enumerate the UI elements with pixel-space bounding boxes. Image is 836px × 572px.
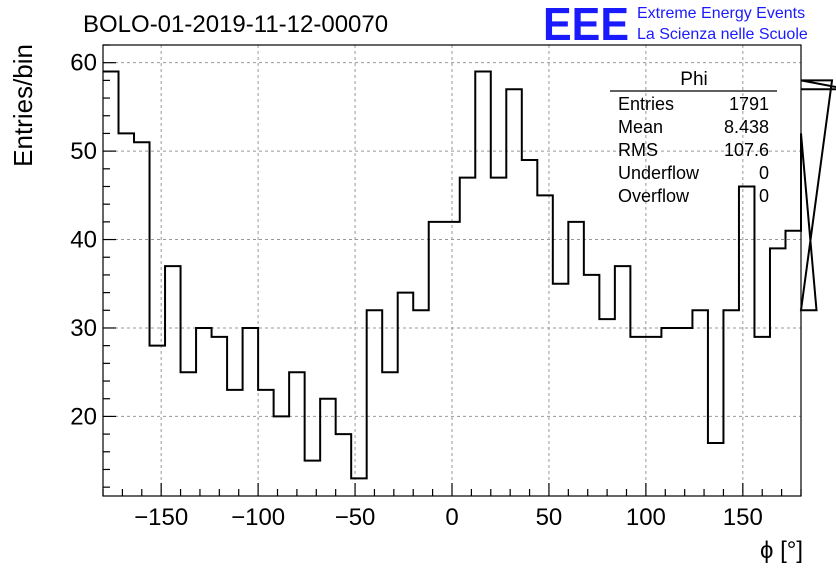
- histogram-bin: [491, 178, 507, 496]
- histogram-bin: [336, 434, 352, 496]
- eee-logo: EEE: [543, 0, 629, 50]
- stats-label: RMS: [618, 140, 658, 160]
- histogram-bin: [320, 399, 336, 496]
- histogram-bin: [274, 416, 290, 496]
- histogram-bin: [382, 372, 398, 496]
- y-tick-label: 20: [70, 403, 97, 430]
- histogram-bin: [475, 72, 491, 496]
- y-tick-label: 50: [70, 138, 97, 165]
- histogram-bin: [584, 275, 600, 496]
- stats-label: Entries: [618, 94, 674, 114]
- histogram-bin: [723, 310, 739, 496]
- grid: [103, 45, 801, 496]
- histogram-bin: [119, 133, 135, 496]
- histogram-bin: [227, 390, 243, 496]
- histogram-bin: [615, 266, 631, 496]
- histogram-bin: [429, 222, 445, 496]
- histogram-bin: [181, 372, 197, 496]
- y-tick-label: 40: [70, 227, 97, 254]
- stats-label: Mean: [618, 117, 663, 137]
- chart-title: BOLO-01-2019-11-12-00070: [83, 11, 388, 38]
- y-axis-ticks: 20 30 40 50 60: [70, 44, 116, 488]
- logo-line2: La Scienza nelle Scuole: [637, 26, 808, 43]
- histogram-bin: [413, 310, 429, 496]
- histogram-bin: [739, 186, 755, 496]
- stats-label: Overflow: [618, 186, 690, 206]
- histogram-bin: [398, 293, 414, 496]
- x-tick-label: 150: [723, 504, 763, 531]
- logo-line1: Extreme Energy Events: [637, 5, 805, 22]
- histogram-bin: [506, 89, 522, 496]
- histogram-bin: [754, 337, 770, 496]
- stats-box: Phi Entries 1791 Mean 8.438 RMS 107.6 Underflo…: [610, 69, 777, 206]
- stats-value: 107.6: [724, 140, 769, 160]
- x-tick-label: −50: [335, 504, 376, 531]
- histogram-bin: [553, 284, 569, 496]
- histogram-bin: [165, 266, 181, 496]
- histogram-step-line: [103, 70, 836, 480]
- stats-title: Phi: [680, 69, 707, 90]
- histogram-bin: [785, 231, 801, 496]
- stats-value: 1791: [729, 94, 769, 114]
- histogram-bin: [599, 319, 615, 496]
- stats-value: 0: [759, 163, 769, 183]
- x-tick-label: 100: [626, 504, 666, 531]
- histogram-bin: [305, 461, 321, 496]
- stats-label: Underflow: [618, 163, 700, 183]
- histogram-bin: [243, 328, 259, 496]
- x-tick-label: 50: [536, 504, 563, 531]
- histogram-bin: [537, 195, 553, 496]
- y-tick-label: 30: [70, 315, 97, 342]
- histogram-bin: [134, 142, 150, 496]
- x-tick-label: −100: [231, 504, 285, 531]
- histogram-bin: [150, 346, 166, 496]
- y-tick-label: 60: [70, 50, 97, 77]
- stats-value: 0: [759, 186, 769, 206]
- histogram-bin: [708, 443, 724, 496]
- x-tick-label: 0: [445, 504, 458, 531]
- x-tick-label: −150: [134, 504, 188, 531]
- histogram-bin: [367, 310, 383, 496]
- stats-value: 8.438: [724, 117, 769, 137]
- histogram-bin: [677, 328, 693, 496]
- histogram-bin: [351, 478, 367, 496]
- histogram-bin: [692, 310, 708, 496]
- histogram-bin: [258, 390, 274, 496]
- histogram-bin: [460, 178, 476, 496]
- histogram-bin: [770, 248, 786, 496]
- y-axis-label: Entries/bin: [8, 44, 38, 167]
- histogram-bin: [103, 72, 119, 496]
- x-axis-ticks: −150 −100 −50 0 50 100 150: [102, 483, 802, 531]
- histogram-bin: [661, 328, 677, 496]
- x-axis-label: ϕ [°]: [760, 537, 803, 564]
- histogram-bin: [646, 337, 662, 496]
- stats-rows: Entries 1791 Mean 8.438 RMS 107.6 Underflow 0 Ov…: [618, 94, 769, 206]
- histogram-bin: [196, 328, 212, 496]
- histogram-bin: [568, 222, 584, 496]
- histogram-bin: [289, 372, 305, 496]
